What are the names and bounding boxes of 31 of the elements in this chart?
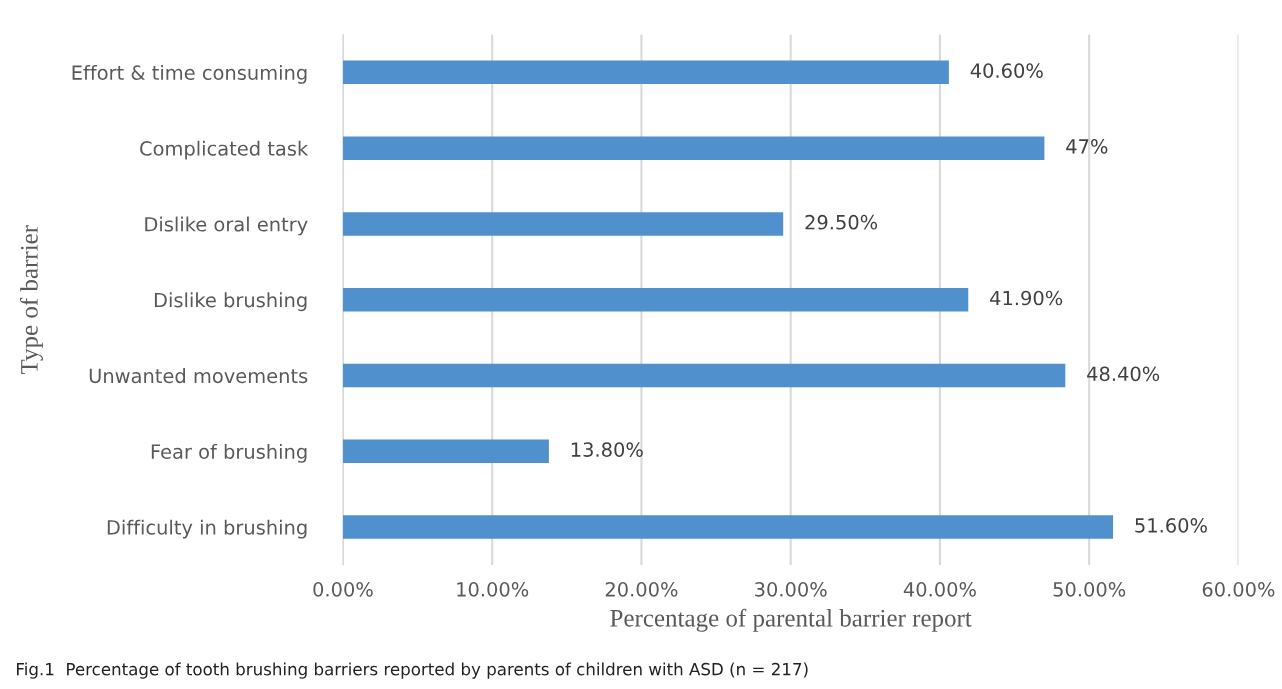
x-axis-title: Percentage of parental barrier report [610, 608, 972, 632]
x-tick-label: 40.00% [903, 581, 976, 597]
x-tick-label: 50.00% [1053, 581, 1126, 597]
data-label: 13.80% [571, 442, 643, 457]
bar [342, 287, 969, 312]
bar [342, 136, 1045, 160]
x-tick-label: 0.00% [313, 581, 373, 597]
bar [342, 60, 949, 85]
y-tick-label: Fear of brushing [151, 443, 307, 463]
y-tick-label: Dislike oral entry [145, 216, 308, 236]
data-label: 47% [1066, 139, 1108, 154]
data-label: 41.90% [990, 290, 1063, 306]
x-tick-label: 60.00% [1202, 581, 1275, 597]
bar [342, 515, 1114, 539]
y-tick-label: Dislike brushing [154, 292, 307, 312]
bar [342, 212, 784, 236]
data-label: 51.60% [1135, 518, 1207, 533]
bar [342, 363, 1066, 388]
x-tick-label: 20.00% [605, 581, 678, 597]
y-tick-label: Unwanted movements [89, 368, 308, 384]
y-tick-label: Complicated task [140, 140, 309, 160]
bar [342, 439, 549, 464]
x-tick-label: 10.00% [457, 581, 529, 597]
data-label: 40.60% [970, 63, 1043, 78]
y-tick-label: Difficulty in brushing [107, 519, 307, 539]
y-tick-label: Effort & time consuming [72, 64, 307, 84]
data-label: 48.40% [1087, 366, 1160, 382]
data-label: 29.50% [805, 214, 878, 230]
x-tick-label: 30.00% [755, 581, 827, 597]
caption: Fig.1 Percentage of tooth brushing barriers reported by parents of children with ASD (n = 217) [17, 662, 808, 679]
y-axis-title: Type of barrier [19, 225, 43, 375]
